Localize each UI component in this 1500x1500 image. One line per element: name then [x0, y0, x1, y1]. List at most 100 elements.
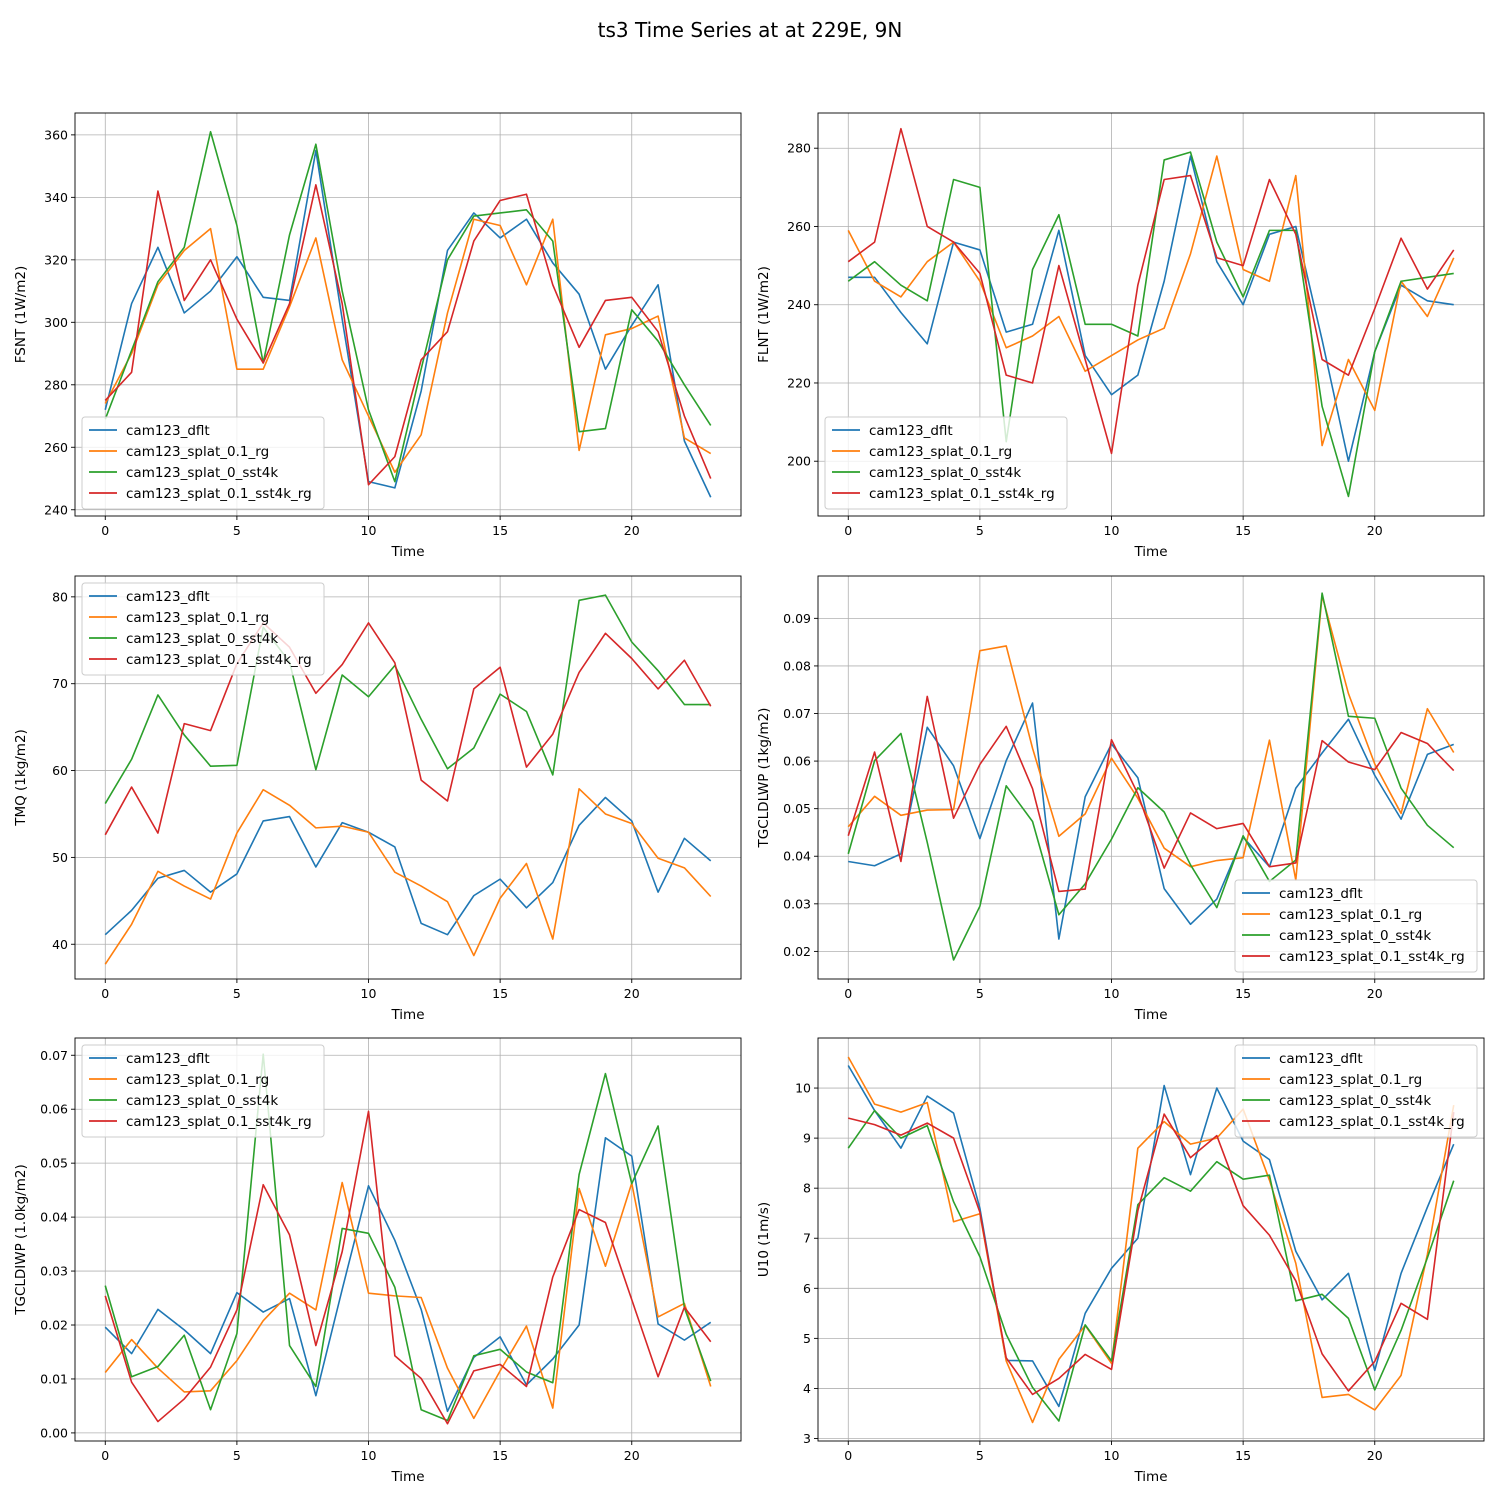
y-tick-label: 7	[803, 1231, 811, 1246]
x-tick-label: 0	[101, 523, 109, 538]
series-line-2	[104, 787, 712, 965]
series-line-3	[847, 592, 1455, 961]
series-line-4	[847, 695, 1455, 893]
y-tick-label: 200	[787, 454, 811, 469]
series-line-4	[848, 1111, 1455, 1396]
y-axis-label: FLNT (1W/m2)	[756, 266, 772, 363]
axes-frame	[817, 1037, 1485, 1442]
y-tick-label: 300	[44, 315, 68, 330]
subplot-2: 0 5 10 15 20 200 220 240 260 280 Time FLNT (1W/m2) c…	[756, 112, 1485, 560]
x-tick-label: 20	[624, 986, 640, 1001]
x-tick-label: 15	[1235, 523, 1251, 538]
y-tick-label: 0.09	[783, 611, 811, 626]
series-line-1	[848, 155, 1454, 463]
subplot-4: 0 5 10 15 20 0.02 0.03 0.04 0.05 0.06 0.07 0.08 0.09…	[756, 575, 1485, 1023]
legend-box	[824, 416, 1068, 510]
y-tick-label: 0.04	[40, 1210, 68, 1225]
y-tick-label: 260	[44, 440, 68, 455]
subplot-1: 0 5 10 15 20 240 260 280 300 320 340 360 Time FSNT (1…	[13, 112, 742, 560]
x-tick-label: 0	[844, 523, 852, 538]
x-tick-label: 15	[492, 986, 508, 1001]
series-line-1	[104, 796, 712, 936]
x-tick-label: 5	[233, 986, 241, 1001]
legend-entry: cam123_splat_0_sst4k	[126, 631, 278, 647]
legend-entry: cam123_dflt	[126, 1051, 210, 1067]
x-tick-label: 20	[624, 1448, 640, 1463]
axes-frame	[74, 1037, 742, 1442]
x-tick-label: 10	[361, 1448, 377, 1463]
y-tick-label: 8	[803, 1181, 811, 1196]
series-line-4	[104, 1110, 712, 1425]
subplot-5: 0 5 10 15 20 0.00 0.01 0.02 0.03 0.04 0.05 0.06 0.07…	[13, 1037, 742, 1485]
x-axis-label: Time	[1133, 1469, 1167, 1485]
y-tick-label: 280	[44, 377, 68, 392]
x-axis-label: Time	[1133, 1007, 1167, 1023]
x-tick-label: 0	[101, 986, 109, 1001]
y-tick-label: 80	[52, 589, 68, 604]
y-tick-label: 0.05	[40, 1156, 68, 1171]
y-tick-label: 3	[803, 1431, 811, 1446]
legend-entry: cam123_splat_0.1_rg	[1279, 1072, 1422, 1088]
y-tick-label: 5	[803, 1331, 811, 1346]
legend-entry: cam123_splat_0.1_rg	[869, 444, 1012, 460]
legend-entry: cam123_dflt	[126, 589, 210, 605]
y-tick-label: 70	[52, 676, 68, 691]
y-axis-label: TGCLDLWP (1kg/m2)	[756, 708, 772, 849]
x-tick-label: 10	[1104, 523, 1120, 538]
y-axis-label: U10 (1m/s)	[756, 1202, 772, 1277]
legend: cam123_dflt cam123_splat_0.1_rg cam123_spl…	[81, 1044, 325, 1138]
legend-entry: cam123_splat_0.1_rg	[126, 610, 269, 626]
legend-entry: cam123_splat_0.1_sst4k_rg	[126, 652, 312, 668]
x-axis-label: Time	[390, 544, 424, 560]
series-line-3	[104, 130, 712, 483]
y-tick-label: 220	[787, 375, 811, 390]
legend-entry: cam123_splat_0_sst4k	[126, 465, 278, 481]
x-tick-label: 20	[1367, 986, 1383, 1001]
axes-frame	[817, 112, 1485, 517]
x-tick-label: 10	[1104, 986, 1120, 1001]
x-axis-label: Time	[390, 1007, 424, 1023]
y-tick-label: 0.02	[40, 1318, 68, 1333]
subplot-3: 0 5 10 15 20 40 50 60 70 80 Time TMQ (1kg/m2) cam123…	[13, 575, 742, 1023]
series-line-1	[104, 149, 712, 498]
x-tick-label: 20	[1367, 1448, 1383, 1463]
y-tick-label: 10	[795, 1081, 811, 1096]
legend-box	[1234, 879, 1478, 973]
y-tick-label: 0.06	[40, 1102, 68, 1117]
y-tick-label: 9	[803, 1131, 811, 1146]
x-axis-label: Time	[390, 1469, 424, 1485]
subplot-6: 0 5 10 15 20 3 4 5 6 7 8 9 10 Time U10 (1m/s) cam123_df…	[756, 1037, 1485, 1485]
series-line-2	[847, 155, 1455, 447]
x-tick-label: 10	[361, 986, 377, 1001]
legend: cam123_dflt cam123_splat_0.1_rg cam123_spl…	[824, 416, 1068, 510]
legend: cam123_dflt cam123_splat_0.1_rg cam123_spl…	[1234, 879, 1478, 973]
series-line-4	[104, 622, 712, 836]
y-tick-label: 0.08	[783, 658, 811, 673]
y-tick-label: 0.00	[40, 1425, 68, 1440]
legend-entry: cam123_dflt	[1279, 886, 1363, 902]
y-tick-label: 240	[787, 297, 811, 312]
y-tick-label: 60	[52, 763, 68, 778]
y-tick-label: 0.07	[783, 706, 811, 721]
y-tick-label: 240	[44, 502, 68, 517]
legend: cam123_dflt cam123_splat_0.1_rg cam123_spl…	[81, 416, 325, 510]
x-tick-label: 5	[976, 523, 984, 538]
legend-box	[81, 582, 325, 676]
legend-entry: cam123_splat_0_sst4k	[1279, 1093, 1431, 1109]
x-tick-label: 5	[233, 523, 241, 538]
y-tick-label: 50	[52, 850, 68, 865]
series-line-2	[847, 1056, 1455, 1424]
y-axis-label: TGCLDIWP (1.0kg/m2)	[13, 1164, 29, 1316]
series-line-2	[847, 594, 1455, 881]
legend-entry: cam123_splat_0.1_rg	[126, 1072, 269, 1088]
legend-entry: cam123_dflt	[1279, 1051, 1363, 1067]
x-tick-label: 10	[361, 523, 377, 538]
legend-box	[1234, 1044, 1478, 1138]
x-tick-label: 20	[624, 523, 640, 538]
legend-entry: cam123_splat_0.1_sst4k_rg	[869, 486, 1055, 502]
figure-title: ts3 Time Series at at 229E, 9N	[598, 18, 903, 42]
legend-box	[81, 1044, 325, 1138]
legend: cam123_dflt cam123_splat_0.1_rg cam123_spl…	[1234, 1044, 1478, 1138]
series-line-4	[104, 184, 712, 486]
legend-box	[81, 416, 325, 510]
